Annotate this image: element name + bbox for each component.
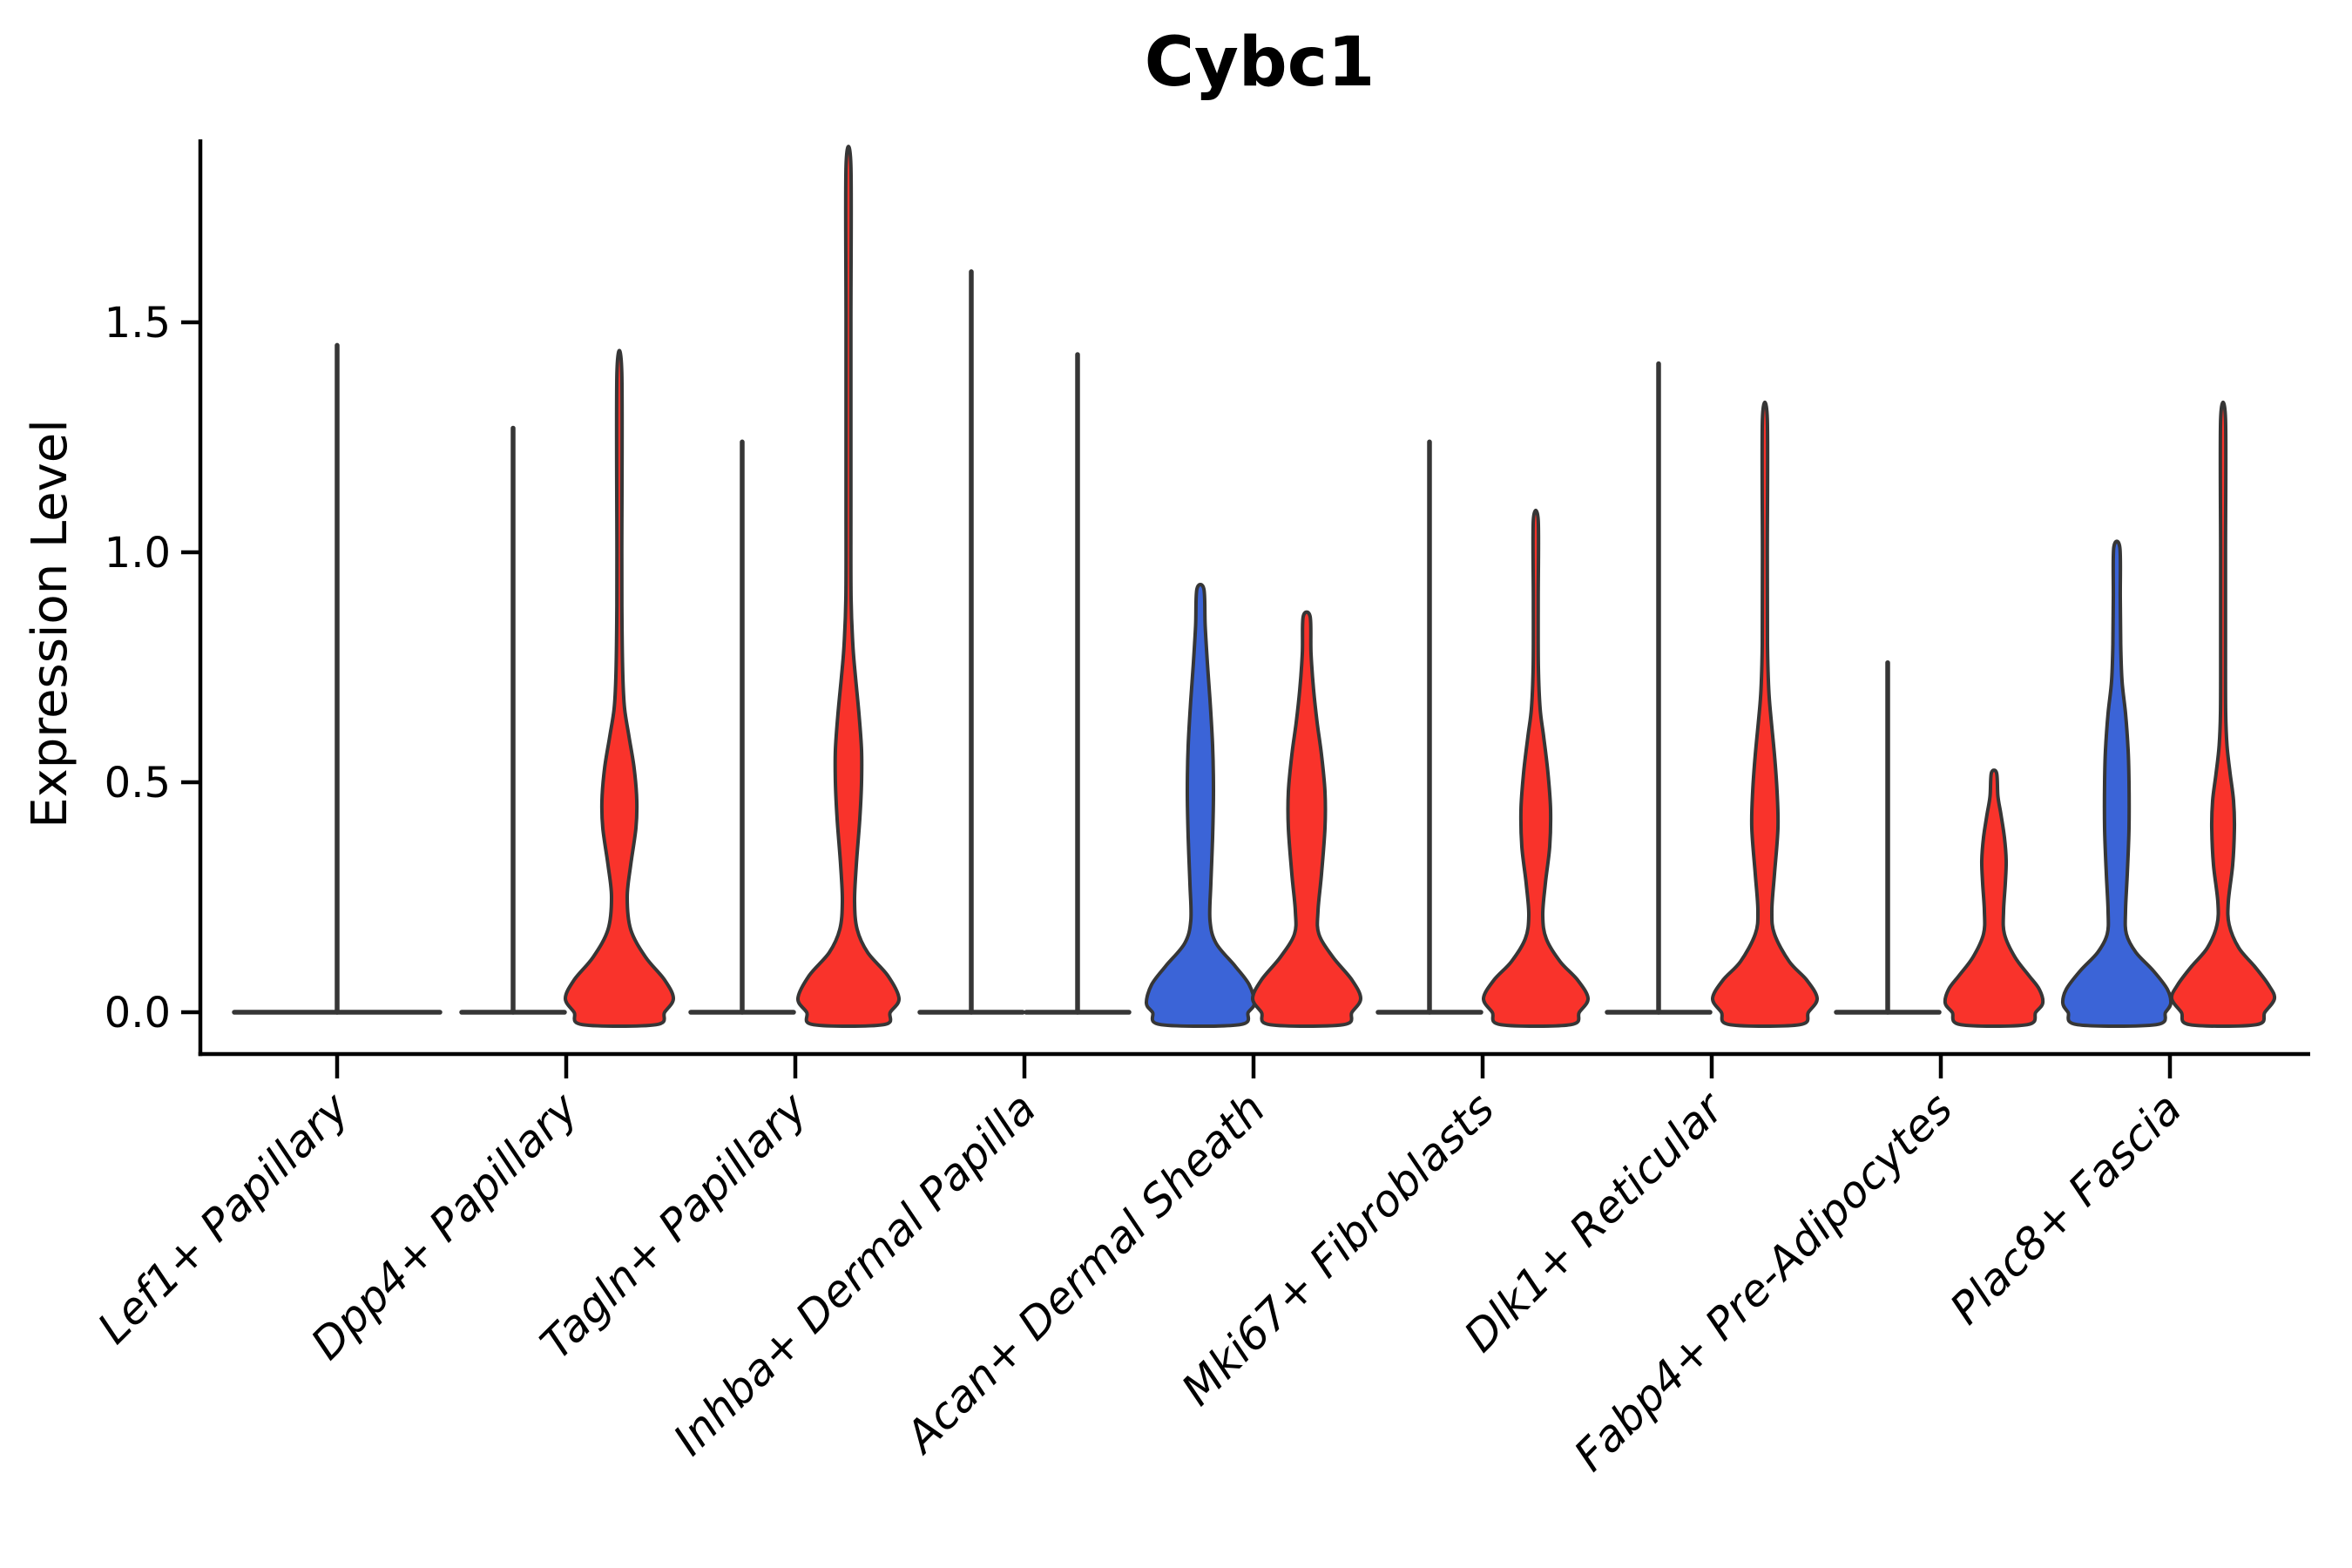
violin-plac8-fascia-right xyxy=(2169,400,2277,1029)
violin-group-mki67-fibroblasts xyxy=(1375,439,1590,1029)
violin-group-tagln-papillary xyxy=(688,145,901,1029)
violin-acan-dermal-sheath-left xyxy=(1144,583,1257,1029)
violin-acan-dermal-sheath-right xyxy=(1251,610,1362,1029)
violin-mki67-fibroblasts-right xyxy=(1482,508,1590,1029)
x-tick-label-inhba-dermal-papilla: Inhba+ Dermal Papilla xyxy=(664,1083,1045,1464)
violin-plac8-fascia-left xyxy=(2060,539,2173,1029)
y-tick-label-0.5: 0.5 xyxy=(105,759,171,808)
violin-group-lef1-papillary xyxy=(232,342,443,1015)
violin-fabp4-pre-adipocytes-right xyxy=(1943,768,2045,1029)
y-tick-label-0.0: 0.0 xyxy=(105,989,171,1037)
violin-tagln-papillary-right xyxy=(796,145,901,1029)
chart-title: Cybc1 xyxy=(1145,24,1375,102)
x-tick-label-lef1-papillary: Lef1+ Papillary xyxy=(88,1082,359,1353)
y-tick-label-1.0: 1.0 xyxy=(105,529,171,578)
x-tick-label-acan-dermal-sheath: Acan+ Dermal Sheath xyxy=(895,1083,1275,1463)
y-axis-title: Expression Level xyxy=(22,419,78,828)
violin-dlk1-reticular-right xyxy=(1711,400,1819,1029)
violin-group-inhba-dermal-papilla xyxy=(917,269,1132,1015)
violin-group-dlk1-reticular xyxy=(1605,361,1819,1029)
y-tick-label-1.5: 1.5 xyxy=(105,299,171,348)
violin-group-plac8-fascia xyxy=(2060,400,2277,1029)
violin-group-dpp4-papillary xyxy=(459,348,675,1029)
violin-dpp4-papillary-right xyxy=(564,348,675,1029)
violins-layer xyxy=(232,145,2277,1029)
x-tick-label-fabp4-pre-adipocytes: Fabp4+ Pre-Adipocytes xyxy=(1565,1083,1963,1481)
x-tick-label-plac8-fascia: Plac8+ Fascia xyxy=(1941,1083,2192,1334)
violin-group-acan-dermal-sheath xyxy=(1144,583,1362,1029)
violin-group-fabp4-pre-adipocytes xyxy=(1834,659,2045,1029)
